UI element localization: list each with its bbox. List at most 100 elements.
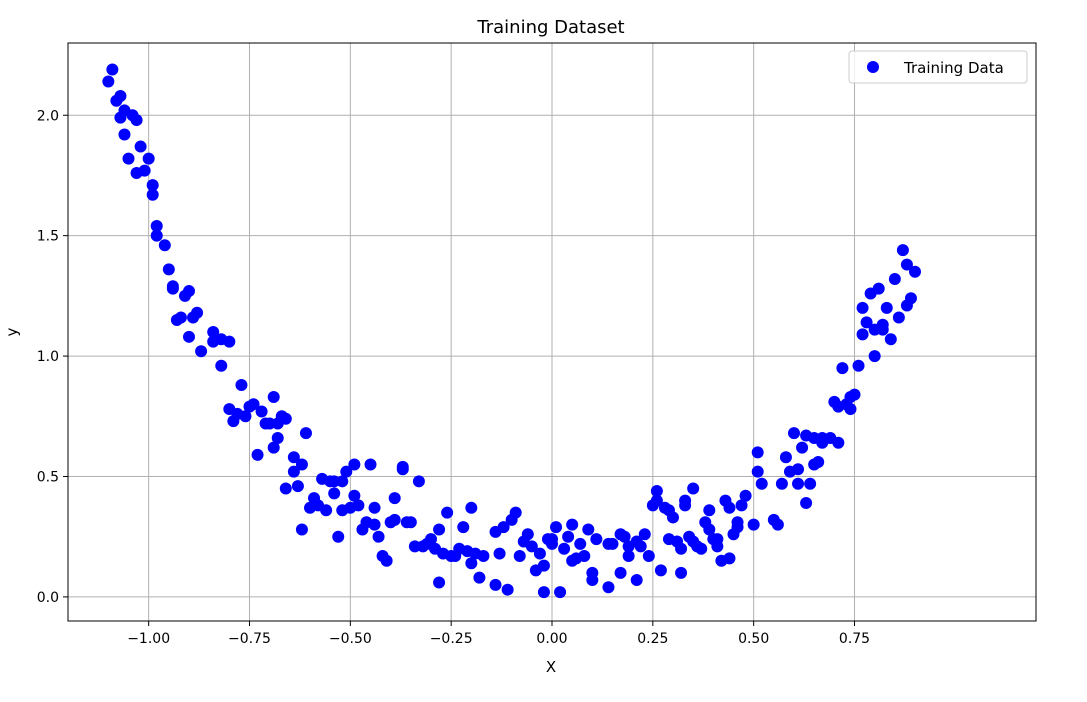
- data-point: [582, 523, 595, 536]
- data-point: [521, 528, 534, 541]
- data-point: [295, 458, 308, 471]
- data-point: [215, 359, 228, 372]
- data-point: [848, 388, 861, 401]
- data-point: [687, 482, 700, 495]
- data-point: [457, 521, 470, 534]
- data-point: [146, 179, 159, 192]
- data-points: [102, 63, 921, 599]
- data-point: [537, 586, 550, 599]
- data-point: [747, 518, 760, 531]
- y-axis-ticks: 0.0 0.5 1.0 1.5 2.0: [37, 108, 68, 606]
- data-point: [433, 576, 446, 589]
- data-point: [904, 292, 917, 305]
- data-point: [501, 583, 514, 596]
- data-point: [146, 188, 159, 201]
- data-point: [207, 326, 220, 338]
- data-point: [606, 537, 619, 550]
- y-tick-label: 1.5: [37, 229, 59, 245]
- data-point: [295, 523, 308, 536]
- data-point: [433, 523, 446, 536]
- data-point: [602, 581, 615, 594]
- data-point: [106, 63, 119, 76]
- x-tick-label: 0.50: [738, 631, 769, 647]
- data-point: [650, 484, 663, 497]
- data-point: [586, 566, 599, 579]
- data-point: [574, 537, 587, 550]
- data-point: [896, 244, 909, 257]
- data-point: [497, 521, 510, 534]
- data-point: [909, 265, 921, 278]
- data-point: [348, 489, 361, 502]
- data-point: [320, 504, 333, 517]
- data-point: [279, 412, 292, 425]
- data-point: [513, 549, 526, 562]
- y-tick-label: 1.0: [37, 349, 59, 365]
- data-point: [550, 521, 563, 534]
- data-point: [493, 547, 506, 560]
- data-point: [856, 328, 869, 341]
- data-point: [267, 391, 280, 404]
- data-point: [630, 574, 643, 587]
- data-point: [118, 128, 131, 141]
- data-point: [332, 530, 345, 543]
- data-point: [412, 475, 425, 488]
- data-point: [558, 542, 571, 555]
- data-point: [364, 458, 377, 471]
- data-point: [533, 547, 546, 560]
- data-point: [396, 463, 409, 476]
- data-point: [554, 586, 567, 599]
- data-point: [489, 578, 502, 591]
- data-point: [114, 89, 127, 102]
- data-point: [287, 465, 300, 478]
- data-point: [340, 465, 353, 478]
- data-point: [174, 311, 187, 324]
- data-point: [735, 499, 748, 512]
- data-point: [796, 441, 809, 454]
- data-point: [771, 518, 784, 531]
- data-point: [191, 306, 204, 319]
- data-point: [723, 501, 736, 514]
- data-point: [287, 451, 300, 464]
- data-point: [336, 475, 349, 488]
- data-point: [751, 465, 764, 478]
- data-point: [695, 542, 708, 555]
- y-tick-label: 0.5: [37, 470, 59, 486]
- data-point: [634, 540, 647, 553]
- data-point: [892, 311, 905, 324]
- data-point: [279, 482, 292, 495]
- x-tick-label: −0.75: [228, 631, 271, 647]
- data-point: [703, 523, 716, 536]
- x-tick-label: 0.25: [637, 631, 668, 647]
- data-point: [792, 477, 805, 490]
- data-point: [380, 554, 393, 567]
- data-point: [142, 152, 155, 165]
- data-point: [622, 549, 635, 562]
- data-point: [183, 330, 195, 343]
- legend: Training Data: [848, 50, 1028, 84]
- data-point: [348, 458, 361, 471]
- y-tick-label: 2.0: [37, 108, 59, 124]
- data-point: [150, 220, 163, 233]
- data-point: [804, 477, 817, 490]
- data-point: [812, 456, 825, 469]
- data-point: [852, 359, 865, 372]
- data-point: [800, 496, 813, 509]
- data-point: [566, 518, 579, 531]
- data-point: [102, 75, 115, 88]
- data-point: [614, 566, 627, 579]
- data-point: [352, 499, 365, 512]
- x-axis-ticks: −1.00 −0.75 −0.50 −0.25 0.00 0.25 0.50 0.75: [127, 621, 870, 647]
- x-tick-label: −1.00: [127, 631, 170, 647]
- data-point: [473, 571, 486, 584]
- y-tick-label: 0.0: [37, 590, 59, 606]
- data-point: [158, 239, 171, 252]
- data-point: [860, 316, 873, 329]
- data-point: [255, 405, 268, 418]
- data-point: [239, 410, 252, 423]
- data-point: [138, 164, 151, 177]
- data-point: [779, 451, 792, 464]
- data-point: [166, 280, 179, 293]
- data-point: [792, 463, 805, 476]
